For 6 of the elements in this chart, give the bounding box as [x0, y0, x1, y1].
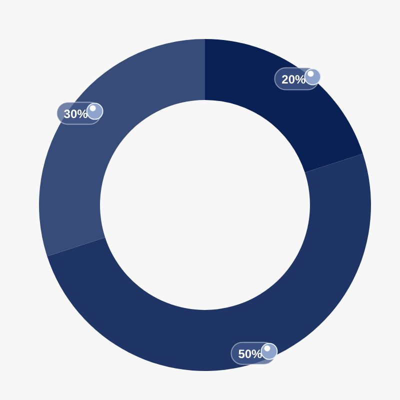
data-label: 50% [238, 346, 263, 361]
donut-slice [205, 39, 363, 173]
donut-slice [39, 39, 205, 256]
data-label: 20% [282, 72, 306, 86]
donut-slice [47, 154, 371, 371]
data-label: 30% [64, 106, 88, 121]
